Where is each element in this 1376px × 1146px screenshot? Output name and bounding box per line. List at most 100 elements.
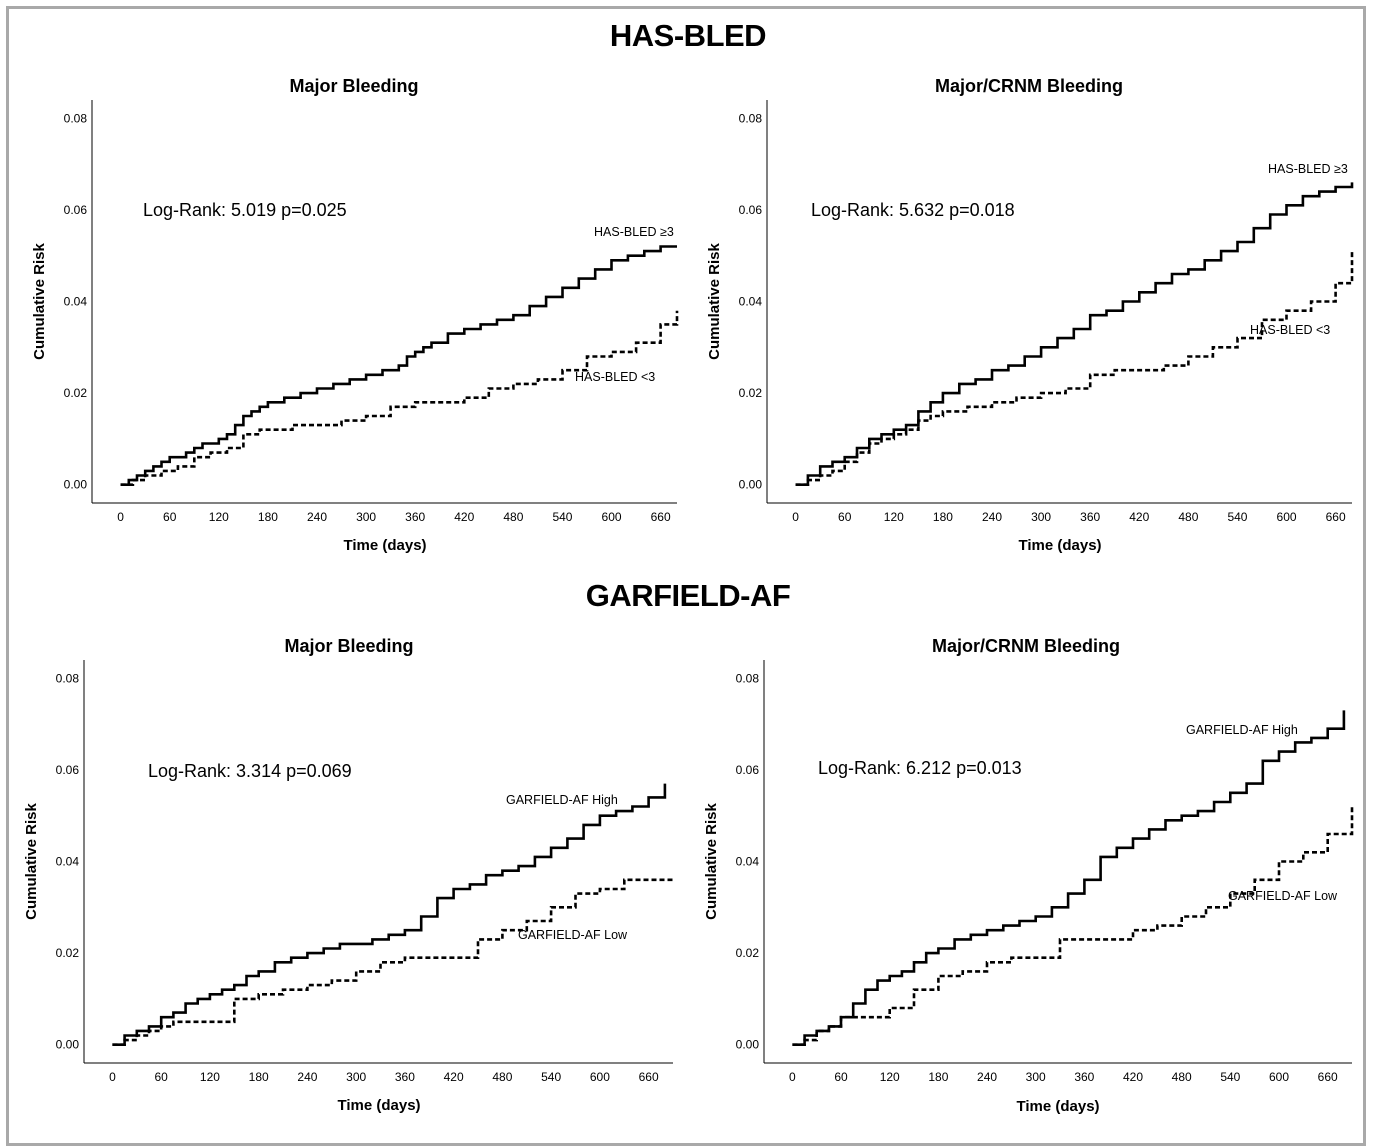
x-tick-label: 60 [838, 510, 852, 524]
y-tick-label: 0.08 [64, 111, 88, 125]
dashed-series-line [792, 806, 1354, 1046]
dashed-series-line [120, 310, 679, 486]
x-tick-label: 600 [1269, 1070, 1289, 1084]
x-tick-label: 540 [541, 1070, 561, 1084]
x-tick-label: 0 [789, 1070, 796, 1084]
series-label: GARFIELD-AF High [1186, 723, 1298, 737]
y-tick-label: 0.02 [56, 946, 80, 960]
x-axis-label: Time (days) [1016, 1098, 1099, 1115]
x-tick-label: 660 [1326, 510, 1346, 524]
y-tick-label: 0.00 [64, 478, 88, 492]
x-tick-label: 660 [651, 510, 671, 524]
x-tick-label: 300 [356, 510, 376, 524]
series-label: HAS-BLED ≥3 [1268, 162, 1348, 176]
series-label: HAS-BLED <3 [575, 370, 655, 384]
x-tick-label: 180 [249, 1070, 269, 1084]
x-tick-label: 360 [1080, 510, 1100, 524]
x-tick-label: 540 [1227, 510, 1247, 524]
log-rank-annotation: Log-Rank: 5.019 p=0.025 [143, 200, 347, 220]
x-tick-label: 420 [1129, 510, 1149, 524]
x-tick-label: 120 [200, 1070, 220, 1084]
y-axis-label: Cumulative Risk [23, 802, 40, 919]
x-tick-label: 240 [977, 1070, 997, 1084]
solid-series-line [112, 783, 667, 1046]
x-tick-label: 300 [346, 1070, 366, 1084]
x-tick-label: 0 [109, 1070, 116, 1084]
y-tick-label: 0.00 [56, 1038, 80, 1052]
x-tick-label: 120 [209, 510, 229, 524]
x-axis-label: Time (days) [1018, 537, 1101, 554]
y-tick-label: 0.06 [739, 203, 763, 217]
x-tick-label: 240 [982, 510, 1002, 524]
section-title-garfield-af: GARFIELD-AF [585, 578, 791, 613]
x-tick-label: 300 [1026, 1070, 1046, 1084]
x-tick-label: 420 [1123, 1070, 1143, 1084]
y-tick-label: 0.06 [64, 203, 88, 217]
y-tick-label: 0.08 [736, 671, 760, 685]
series-label: GARFIELD-AF Low [518, 928, 628, 942]
y-tick-label: 0.04 [739, 295, 763, 309]
x-tick-label: 120 [880, 1070, 900, 1084]
y-tick-label: 0.00 [739, 478, 763, 492]
dashed-series-line [112, 878, 673, 1046]
log-rank-annotation: Log-Rank: 5.632 p=0.018 [811, 200, 1015, 220]
figure-frame [6, 6, 1366, 1146]
series-label: GARFIELD-AF Low [1228, 889, 1338, 903]
x-tick-label: 600 [1277, 510, 1297, 524]
y-axis-label: Cumulative Risk [31, 242, 48, 359]
series-label: HAS-BLED ≥3 [594, 225, 674, 239]
x-tick-label: 300 [1031, 510, 1051, 524]
x-tick-label: 360 [405, 510, 425, 524]
x-tick-label: 120 [884, 510, 904, 524]
panel-title: Major Bleeding [284, 636, 413, 656]
y-tick-label: 0.00 [736, 1038, 760, 1052]
x-tick-label: 540 [1220, 1070, 1240, 1084]
section-title-has-bled: HAS-BLED [609, 18, 767, 53]
panel-title: Major/CRNM Bleeding [932, 636, 1120, 656]
solid-series-line [120, 245, 677, 486]
y-tick-label: 0.04 [64, 295, 88, 309]
series-label: HAS-BLED <3 [1250, 323, 1330, 337]
x-tick-label: 180 [928, 1070, 948, 1084]
solid-series-line [792, 710, 1346, 1046]
x-tick-label: 240 [307, 510, 327, 524]
panel-title: Major/CRNM Bleeding [935, 76, 1123, 96]
x-tick-label: 180 [258, 510, 278, 524]
x-tick-label: 360 [1074, 1070, 1094, 1084]
x-tick-label: 600 [602, 510, 622, 524]
y-tick-label: 0.06 [56, 763, 80, 777]
x-tick-label: 480 [1172, 1070, 1192, 1084]
x-tick-label: 0 [792, 510, 799, 524]
x-axis-label: Time (days) [337, 1097, 420, 1114]
y-tick-label: 0.04 [736, 855, 760, 869]
log-rank-annotation: Log-Rank: 6.212 p=0.013 [818, 758, 1022, 778]
y-axis-label: Cumulative Risk [703, 802, 720, 919]
solid-series-line [795, 182, 1354, 486]
x-tick-label: 420 [454, 510, 474, 524]
panel-title: Major Bleeding [289, 76, 418, 96]
dashed-series-line [795, 251, 1354, 486]
x-tick-label: 60 [834, 1070, 848, 1084]
x-tick-label: 240 [297, 1070, 317, 1084]
x-tick-label: 360 [395, 1070, 415, 1084]
y-axis-label: Cumulative Risk [706, 242, 723, 359]
x-axis-label: Time (days) [343, 537, 426, 554]
log-rank-annotation: Log-Rank: 3.314 p=0.069 [148, 761, 352, 781]
y-tick-label: 0.02 [739, 386, 763, 400]
x-tick-label: 540 [552, 510, 572, 524]
y-tick-label: 0.04 [56, 855, 80, 869]
x-tick-label: 600 [590, 1070, 610, 1084]
x-tick-label: 60 [163, 510, 177, 524]
x-tick-label: 60 [154, 1070, 168, 1084]
x-tick-label: 0 [117, 510, 124, 524]
y-tick-label: 0.02 [64, 386, 88, 400]
x-tick-label: 480 [1178, 510, 1198, 524]
y-tick-label: 0.06 [736, 763, 760, 777]
y-tick-label: 0.08 [56, 671, 80, 685]
x-tick-label: 660 [639, 1070, 659, 1084]
y-tick-label: 0.08 [739, 111, 763, 125]
x-tick-label: 420 [444, 1070, 464, 1084]
x-tick-label: 180 [933, 510, 953, 524]
x-tick-label: 480 [503, 510, 523, 524]
